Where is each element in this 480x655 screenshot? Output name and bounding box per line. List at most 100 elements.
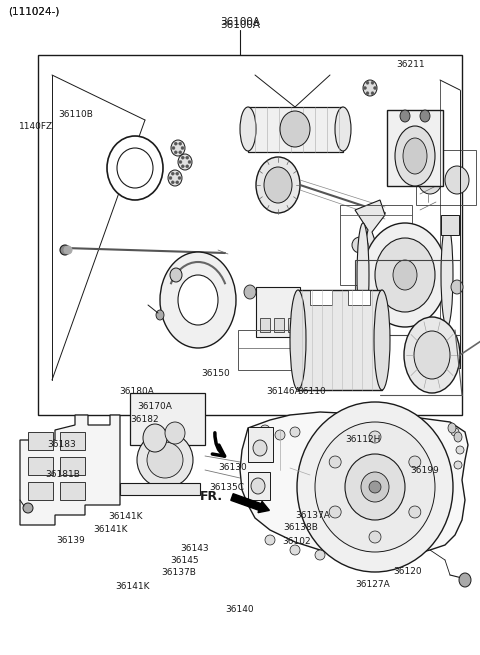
Text: 36140: 36140 [226, 605, 254, 614]
Ellipse shape [369, 481, 381, 493]
Ellipse shape [260, 425, 270, 435]
Text: 1140FZ: 1140FZ [19, 122, 53, 131]
Text: 36182: 36182 [131, 415, 159, 424]
Ellipse shape [23, 503, 33, 513]
Ellipse shape [178, 176, 181, 179]
Ellipse shape [371, 92, 374, 95]
Polygon shape [355, 200, 385, 265]
Ellipse shape [176, 181, 179, 184]
Ellipse shape [409, 456, 421, 468]
Ellipse shape [456, 446, 464, 454]
Ellipse shape [60, 245, 70, 255]
Bar [348, 290, 370, 305]
Text: 36180A: 36180A [119, 387, 154, 396]
Ellipse shape [315, 422, 435, 552]
Ellipse shape [366, 92, 369, 95]
Bar [256, 287, 300, 337]
Ellipse shape [168, 170, 182, 186]
Ellipse shape [256, 157, 300, 213]
Text: (111024-): (111024-) [8, 7, 60, 17]
Bar [238, 330, 308, 370]
Ellipse shape [363, 223, 447, 327]
Ellipse shape [169, 176, 172, 179]
Ellipse shape [264, 167, 292, 203]
Ellipse shape [345, 454, 405, 520]
Text: 36112H: 36112H [346, 435, 381, 444]
Text: 36130: 36130 [218, 463, 247, 472]
Ellipse shape [186, 156, 189, 159]
Ellipse shape [143, 424, 167, 452]
Ellipse shape [178, 154, 192, 170]
Text: 36139: 36139 [57, 536, 85, 545]
Ellipse shape [315, 550, 325, 560]
Ellipse shape [366, 81, 369, 84]
Bar [28, 457, 53, 475]
Ellipse shape [172, 147, 175, 149]
Bar [38, 55, 462, 415]
Text: 36100A: 36100A [220, 17, 260, 27]
Ellipse shape [160, 252, 236, 348]
Ellipse shape [363, 80, 377, 96]
Text: 36135C: 36135C [209, 483, 244, 493]
Ellipse shape [147, 442, 183, 478]
Text: 36181B: 36181B [46, 470, 81, 479]
Ellipse shape [186, 165, 189, 168]
Ellipse shape [451, 428, 459, 436]
Ellipse shape [459, 573, 471, 587]
Text: 36102: 36102 [282, 537, 311, 546]
Ellipse shape [275, 430, 285, 440]
Ellipse shape [171, 140, 185, 156]
Ellipse shape [297, 402, 453, 572]
Ellipse shape [352, 237, 368, 253]
Text: 36120: 36120 [394, 567, 422, 576]
Ellipse shape [290, 427, 300, 437]
Ellipse shape [170, 268, 182, 282]
Bar [387, 110, 443, 186]
Ellipse shape [171, 181, 174, 184]
Bar [355, 260, 460, 335]
Text: 36141K: 36141K [94, 525, 128, 534]
Ellipse shape [441, 223, 453, 327]
Ellipse shape [176, 172, 179, 175]
Ellipse shape [171, 172, 174, 175]
Polygon shape [240, 412, 468, 558]
Ellipse shape [240, 107, 256, 151]
Text: 36211: 36211 [396, 60, 425, 69]
Ellipse shape [137, 432, 193, 488]
Ellipse shape [179, 142, 182, 145]
Text: 36137A: 36137A [295, 511, 330, 520]
Ellipse shape [265, 535, 275, 545]
Ellipse shape [179, 160, 182, 164]
Text: 36143: 36143 [180, 544, 209, 553]
Text: 36145: 36145 [170, 555, 199, 565]
Text: 36100A: 36100A [220, 20, 260, 30]
Bar [28, 482, 53, 500]
Bar [310, 290, 332, 305]
Ellipse shape [404, 317, 460, 393]
Ellipse shape [373, 86, 376, 90]
Ellipse shape [181, 147, 184, 149]
Ellipse shape [395, 126, 435, 186]
Ellipse shape [361, 472, 389, 502]
Bar [248, 107, 343, 152]
Text: 36127A: 36127A [355, 580, 390, 590]
Ellipse shape [181, 156, 184, 159]
Ellipse shape [290, 290, 306, 390]
Ellipse shape [393, 260, 417, 290]
Ellipse shape [363, 86, 367, 90]
Ellipse shape [369, 431, 381, 443]
Ellipse shape [290, 545, 300, 555]
Ellipse shape [414, 331, 450, 379]
Ellipse shape [357, 223, 369, 327]
Text: 36110: 36110 [298, 387, 326, 396]
Ellipse shape [335, 107, 351, 151]
Ellipse shape [174, 151, 177, 154]
Ellipse shape [400, 110, 410, 122]
Ellipse shape [251, 478, 265, 494]
Ellipse shape [280, 111, 310, 147]
Text: 36138B: 36138B [283, 523, 318, 533]
Bar [60, 457, 85, 475]
Bar [441, 215, 459, 235]
Ellipse shape [454, 461, 462, 469]
Polygon shape [20, 415, 120, 525]
